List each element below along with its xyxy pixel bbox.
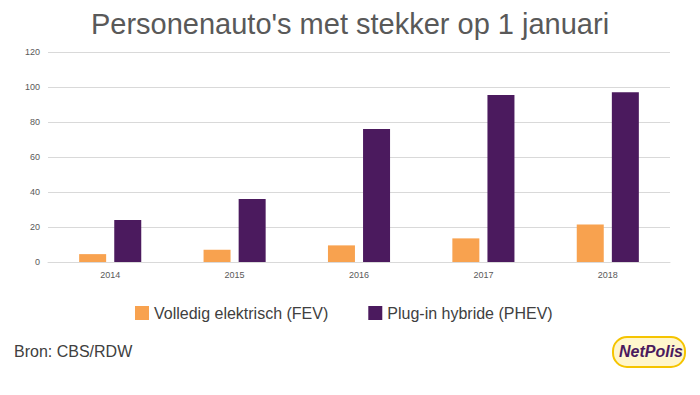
svg-text:2016: 2016 [349,270,369,280]
svg-text:Volledig elektrisch (FEV): Volledig elektrisch (FEV) [154,305,328,322]
svg-text:40: 40 [30,187,40,197]
svg-text:2018: 2018 [598,270,618,280]
svg-text:0: 0 [35,257,40,267]
svg-text:2017: 2017 [473,270,493,280]
svg-text:80: 80 [30,117,40,127]
svg-text:Plug-in hybride (PHEV): Plug-in hybride (PHEV) [387,305,552,322]
svg-text:100: 100 [25,82,40,92]
svg-text:2014: 2014 [100,270,120,280]
svg-text:2015: 2015 [225,270,245,280]
svg-text:20: 20 [30,222,40,232]
svg-text:60: 60 [30,152,40,162]
svg-text:Bron: CBS/RDW: Bron: CBS/RDW [14,343,133,360]
svg-text:Personenauto's met stekker op: Personenauto's met stekker op 1 januari [91,8,609,40]
svg-text:120: 120 [25,47,40,57]
svg-text:NetPolis: NetPolis [619,343,683,360]
